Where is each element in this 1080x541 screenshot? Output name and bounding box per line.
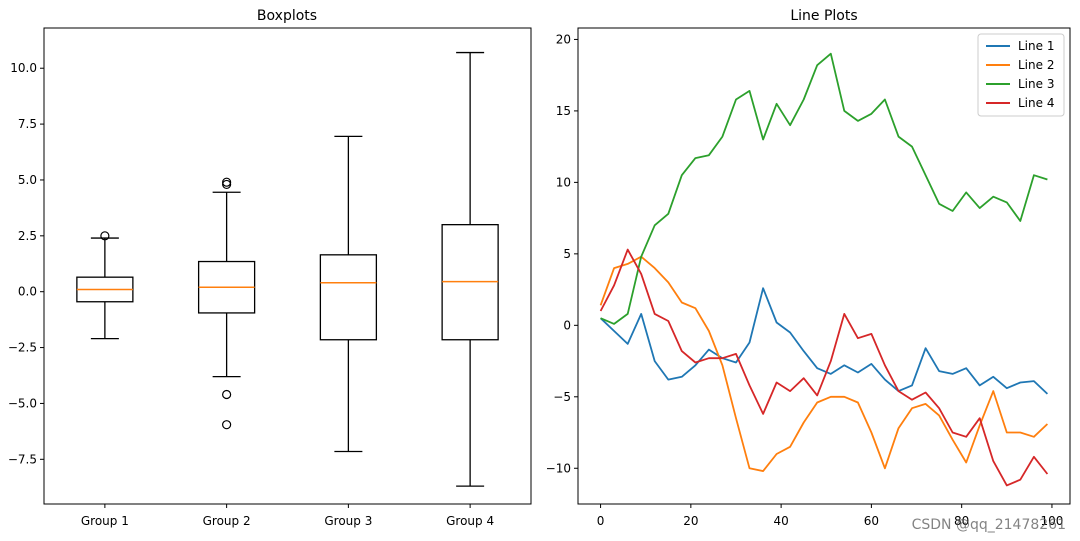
series-line-2	[599, 255, 1049, 473]
x-tick-label: 0	[597, 514, 605, 528]
y-tick-label: 5	[563, 247, 571, 261]
outlier-point	[222, 420, 232, 430]
boxplot-plot-area: −7.5 −5.0 −2.5 0.0 2.5 5.0 7.5 10.0 Group 1 Group…	[8, 51, 499, 528]
x-tick-label: Group 2	[203, 514, 251, 528]
x-tick-label: Group 1	[81, 514, 129, 528]
box-1	[76, 231, 134, 340]
y-tick-label: −5	[553, 390, 571, 404]
boxplot-panel: Boxplots −7.5 −5.0 −2.5 0.0 2.5 5.0 7.5 10.0 Gro…	[8, 8, 532, 528]
watermark-text: CSDN @qq_21478261	[911, 517, 1066, 533]
series-line-3	[600, 52, 1048, 325]
lineplot-axes-frame	[577, 27, 1071, 505]
lineplot-title: Line Plots	[790, 8, 857, 24]
legend-label: Line 3	[1018, 77, 1054, 91]
x-tick-label: 100	[1040, 514, 1063, 528]
outlier-point	[222, 177, 232, 187]
legend-label: Line 1	[1018, 39, 1054, 53]
box-3	[319, 135, 378, 453]
legend-label: Line 2	[1018, 58, 1054, 72]
x-tick-label: 40	[773, 514, 788, 528]
boxplot-title: Boxplots	[257, 8, 317, 24]
lineplot-plot-area: −10 −5 0 5 10 15 20 0 20 40 60 80 100	[546, 32, 1064, 528]
series-line-4	[599, 248, 1049, 487]
y-tick-label: 2.5	[18, 229, 37, 243]
y-tick-label: −7.5	[8, 452, 37, 466]
y-tick-label: 7.5	[18, 117, 37, 131]
x-tick-label: 80	[954, 514, 969, 528]
y-tick-label: 5.0	[18, 173, 37, 187]
y-tick-label: 10	[556, 175, 571, 189]
boxplot-axes-frame	[43, 27, 532, 505]
y-tick-label: −10	[546, 461, 571, 475]
y-tick-label: −5.0	[8, 396, 37, 410]
x-tick-label: Group 3	[324, 514, 372, 528]
box-2	[197, 177, 256, 430]
y-tick-label: 20	[556, 32, 571, 46]
legend-label: Line 4	[1018, 96, 1054, 110]
lineplot-legend: Line 1 Line 2 Line 3 Line 4	[977, 33, 1065, 117]
y-tick-label: 0.0	[18, 285, 37, 299]
legend-box	[977, 33, 1065, 117]
y-tick-label: 10.0	[10, 61, 37, 75]
x-tick-label: 20	[683, 514, 698, 528]
y-tick-label: 0	[563, 318, 571, 332]
x-tick-label: Group 4	[446, 514, 494, 528]
lineplot-panel: Line Plots −10 −5 0 5 10 15 20 0 20 40 60 80 100 Lin…	[546, 8, 1071, 528]
outlier-point	[100, 231, 110, 241]
series-line-1	[599, 287, 1049, 395]
y-tick-label: 15	[556, 104, 571, 118]
outlier-point	[222, 389, 232, 400]
box-4	[441, 51, 499, 487]
box-iqr	[319, 254, 378, 341]
y-tick-label: −2.5	[8, 341, 37, 355]
x-tick-label: 60	[864, 514, 879, 528]
